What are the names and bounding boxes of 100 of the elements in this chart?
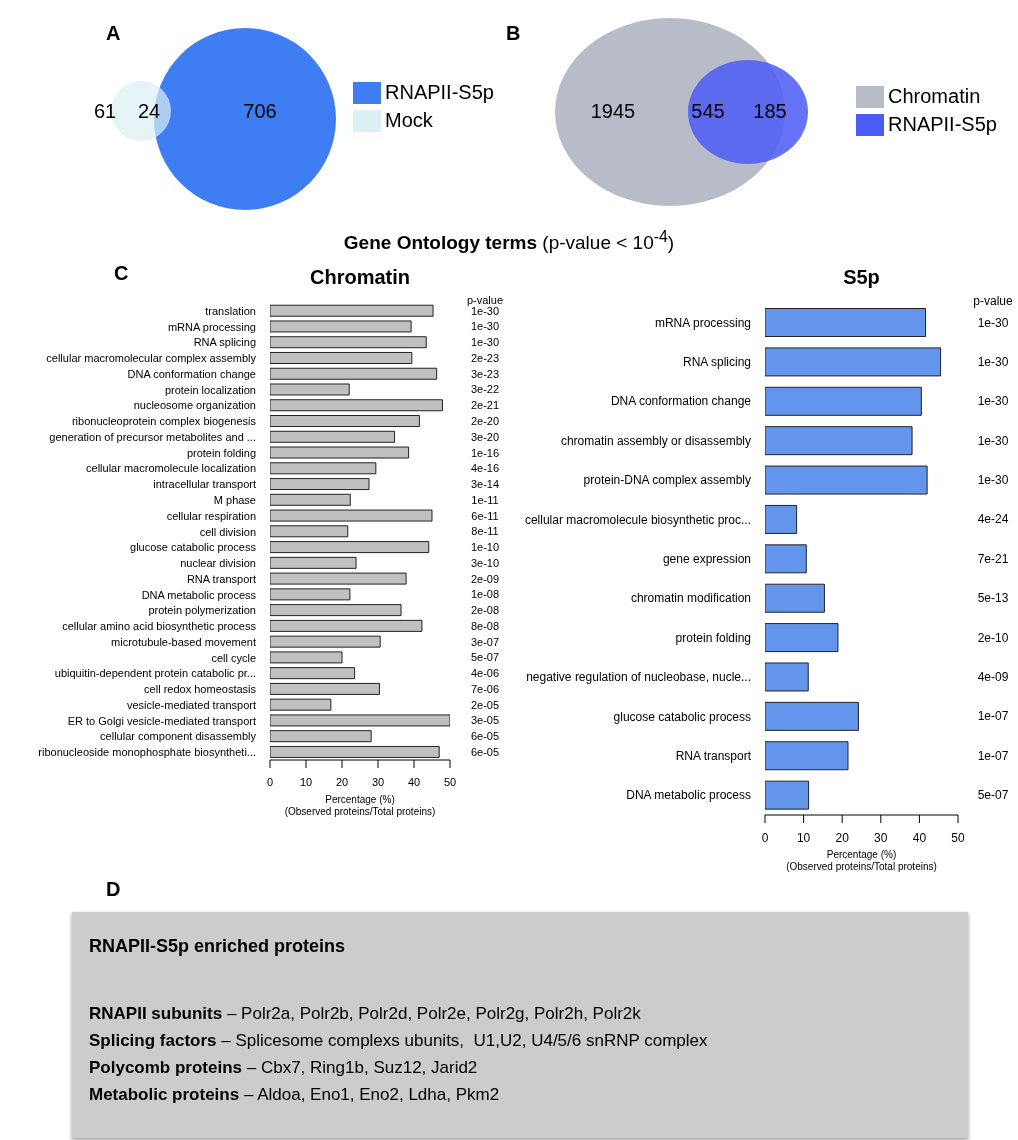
chart-title: Chromatin [309,266,411,289]
text: 2e-21 [470,399,500,412]
x-tick-label: 10 [796,830,811,845]
text: 2e-05 [470,698,500,711]
text: 706 [243,100,277,122]
y-tick-label: chromatin assembly or disassembly [560,433,751,448]
bar [270,525,349,538]
bar [270,446,410,459]
text: A [106,22,121,45]
bar [270,682,380,695]
text: RNAPII-S5p enriched proteins [89,936,346,957]
text: 7e-21 [977,551,1009,566]
text: 1e-30 [470,336,500,349]
bar [765,465,928,495]
text: 1e-30 [470,320,500,333]
bar [765,583,825,613]
bar [765,623,839,653]
text: 1e-30 [977,354,1009,369]
text: D [106,878,121,901]
y-tick-label: nucleosome organization [133,399,256,412]
y-tick-label: ribonucleoside monophosphate biosyntheti... [38,746,256,759]
bar [270,399,443,412]
text: p-value [972,294,1014,308]
y-tick-label: generation of precursor metabolites and ... [49,430,256,443]
bar [270,556,357,569]
text: 3e-05 [470,714,500,727]
y-tick-label: cellular macromolecule localization [86,462,256,475]
x-tick-label: 0 [266,775,274,788]
text: 1e-30 [470,304,500,317]
bar [270,493,351,506]
y-tick-label: mRNA processing [167,320,256,333]
bar [765,662,809,692]
bar [765,386,922,416]
text: 1e-30 [977,433,1009,448]
text: 1e-07 [977,709,1009,724]
y-tick-label: cell division [199,525,256,538]
bar [270,478,370,491]
bar [270,320,412,333]
text: 3e-22 [470,383,500,396]
y-tick-label: DNA metabolic process [626,788,751,803]
text: 1e-11 [471,493,499,506]
y-tick-label: protein folding [675,630,751,645]
chart-title: S5p [842,266,881,289]
y-tick-label: RNA transport [675,748,752,763]
text: 1e-30 [977,394,1009,409]
x-tick-label: 50 [443,775,457,788]
y-tick-label: ubiquitin-dependent protein catabolic pr... [54,667,256,680]
bar [765,741,849,771]
legend-label: Chromatin [888,85,981,108]
text: 2e-09 [470,572,500,585]
text: 545 [691,100,725,122]
bar [270,572,407,585]
y-tick-label: chromatin modification [630,591,751,606]
text: 5e-13 [977,591,1009,606]
text: Polycomb proteins – Cbx7, Ring1b, Suz12, Jarid2 [89,1058,478,1077]
y-tick-label: glucose catabolic process [130,541,257,554]
bar [765,426,913,456]
text: 6e-11 [471,509,499,522]
y-tick-label: DNA conformation change [610,394,752,409]
y-tick-label: cell cycle [211,651,256,664]
y-tick-label: protein-DNA complex assembly [583,473,751,488]
y-tick-label: cellular respiration [166,509,256,522]
y-tick-label: cellular amino acid biosynthetic process [62,620,257,633]
bar [765,308,927,338]
y-tick-label: RNA splicing [193,336,256,349]
bar [270,430,396,443]
text: 7e-06 [470,682,500,695]
y-tick-label: ribonucleoprotein complex biogenesis [71,415,257,428]
y-tick-label: glucose catabolic process [613,709,751,724]
text: 6e-05 [470,745,500,758]
bar [270,698,332,711]
text: 1e-30 [977,473,1009,488]
x-tick-label: 30 [371,775,385,788]
y-tick-label: RNA transport [186,572,256,585]
bar [765,544,807,574]
bar [765,504,798,534]
y-tick-label: vesicle-mediated transport [126,698,256,711]
text: 1e-16 [470,446,500,459]
y-tick-label: cell redox homeostasis [144,683,257,696]
y-tick-label: cellular component disassembly [100,730,257,743]
text: 3e-10 [470,556,500,569]
text: p-value [465,294,505,306]
text: 3e-23 [470,367,500,380]
bar [270,635,381,648]
x-tick-label: 0 [761,830,769,845]
bar [270,619,423,632]
bar [270,415,420,428]
bar [270,541,430,554]
x-tick-label: 40 [407,775,421,788]
y-tick-label: protein folding [186,446,256,459]
x-axis-title: Percentage (%) (Observed proteins/Total proteins) [283,794,437,818]
text: 6e-05 [470,730,500,743]
y-tick-label: intracellular transport [153,478,256,491]
bar [765,780,810,810]
bar [270,730,372,743]
text: 1e-10 [470,541,500,554]
y-tick-label: cellular macromolecular complex assembly [46,352,257,365]
text: 1e-08 [470,588,500,601]
x-tick-label: 40 [912,830,927,845]
bar [270,588,351,601]
